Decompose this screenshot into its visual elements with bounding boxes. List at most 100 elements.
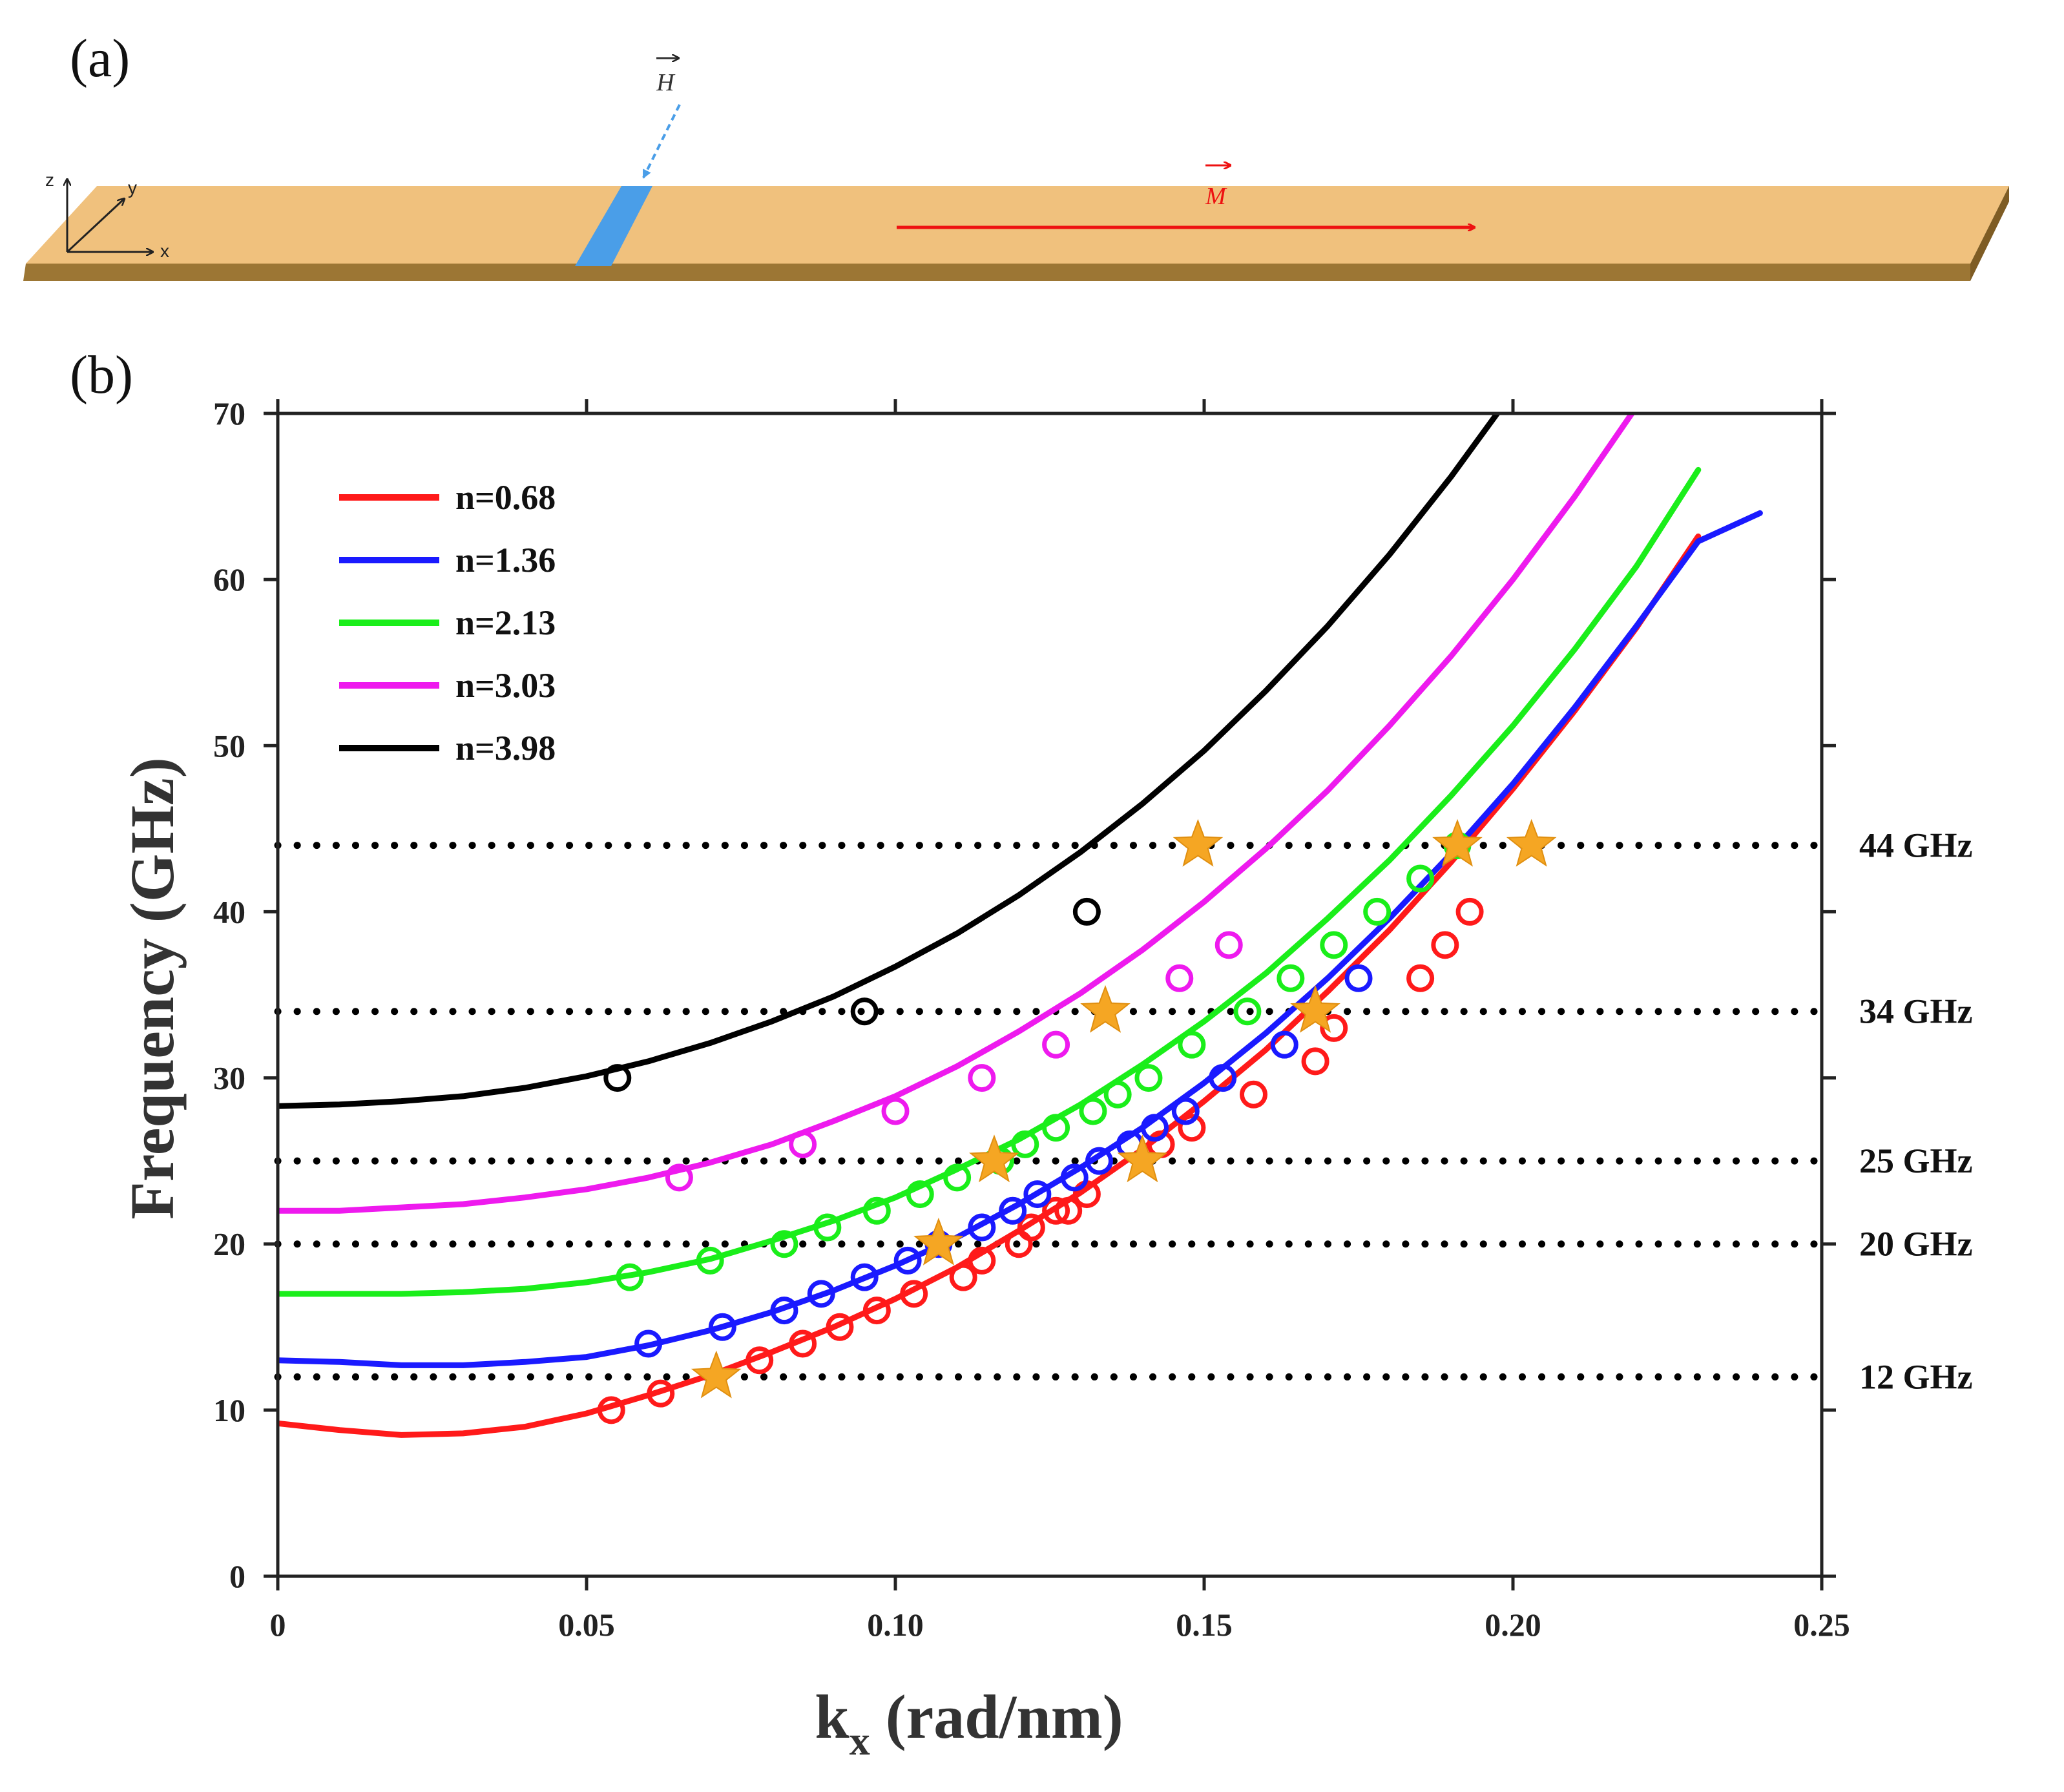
star-marker <box>1432 818 1483 867</box>
point-n-3-03 <box>968 1064 996 1092</box>
point-n-0-68 <box>1017 1213 1045 1242</box>
star-marker <box>1506 818 1557 867</box>
point-n-0-68 <box>597 1396 625 1424</box>
coordinate-axes: z y x <box>45 170 169 261</box>
point-n-0-68 <box>1301 1047 1329 1076</box>
panel-a-label: (a) <box>70 28 130 89</box>
point-n-2-13 <box>1079 1097 1107 1125</box>
curve-n-3-03 <box>278 413 1636 1214</box>
point-n-1-36 <box>634 1329 663 1358</box>
point-n-1-36 <box>968 1213 996 1242</box>
y-tick-label: 50 <box>213 727 245 764</box>
point-n-1-36 <box>1171 1097 1200 1125</box>
reference-label-25: 25 GHz <box>1859 1141 1972 1180</box>
star-marker <box>1080 985 1131 1033</box>
x-axis-title-main: k <box>815 1682 850 1751</box>
point-n-1-36 <box>1270 1030 1298 1059</box>
point-n-2-13 <box>862 1196 891 1225</box>
field-arrow <box>642 104 681 179</box>
point-n-2-13 <box>813 1213 842 1242</box>
strip-end-face <box>1970 186 2009 281</box>
point-n-2-13 <box>906 1180 934 1209</box>
point-n-2-13 <box>770 1230 798 1258</box>
legend-label-n-1-36: n=1.36 <box>455 541 556 579</box>
point-n-3-98 <box>1072 897 1101 926</box>
point-n-2-13 <box>1042 1114 1070 1142</box>
point-n-1-36 <box>1141 1114 1169 1142</box>
point-n-0-68 <box>789 1329 817 1358</box>
point-n-0-68 <box>1239 1080 1267 1109</box>
x-axis-title-subscript: x <box>850 1718 870 1764</box>
x-tick-label: 0.20 <box>1485 1607 1541 1643</box>
point-n-2-13 <box>1320 931 1348 959</box>
star-marker <box>1173 818 1224 867</box>
x-axis-title-unit: (rad/nm) <box>870 1682 1123 1751</box>
curve-n-1-36 <box>278 510 1763 1368</box>
legend-label-n-2-13: n=2.13 <box>455 603 556 642</box>
point-n-0-68 <box>1406 964 1435 992</box>
y-axis <box>66 199 124 253</box>
panel-b-label: (b) <box>70 345 133 405</box>
point-n-2-13 <box>943 1163 972 1192</box>
curve-n-3-98 <box>278 413 1501 1109</box>
star-marker <box>1290 985 1340 1033</box>
axis-ticks <box>264 399 1836 1590</box>
point-n-2-13 <box>1363 897 1392 926</box>
x-tick-label: 0.25 <box>1793 1607 1850 1643</box>
legend: n=0.68 n=1.36 n=2.13 n=3.03 n=3.98 <box>339 478 556 767</box>
point-n-0-68 <box>826 1313 854 1341</box>
strip-top-face <box>26 186 2009 264</box>
x-tick-labels: 0 0.05 0.10 0.15 0.20 0.25 <box>270 1607 1850 1643</box>
star-marker <box>913 1217 964 1266</box>
reference-label-34: 34 GHz <box>1859 992 1972 1031</box>
reference-lines <box>274 842 1826 1380</box>
x-tick-label: 0.05 <box>558 1607 615 1643</box>
point-n-2-13 <box>1277 964 1305 992</box>
dispersion-chart: 0 0.05 0.10 0.15 0.20 0.25 0 10 20 30 40 50 60 70 44… <box>118 395 1972 1764</box>
point-n-2-13 <box>616 1263 644 1291</box>
point-n-2-13 <box>1103 1080 1132 1109</box>
y-tick-label: 40 <box>213 893 245 930</box>
x-tick-label: 0.10 <box>867 1607 924 1643</box>
star-marker <box>1117 1134 1168 1183</box>
point-n-3-03 <box>1042 1030 1070 1059</box>
point-n-0-68 <box>900 1280 928 1308</box>
reference-label-20: 20 GHz <box>1859 1225 1972 1264</box>
x-tick-label: 0.15 <box>1176 1607 1233 1643</box>
point-n-1-36 <box>708 1313 736 1341</box>
point-n-1-36 <box>1085 1147 1113 1175</box>
point-n-0-68 <box>1054 1196 1083 1225</box>
y-tick-label: 30 <box>213 1060 245 1096</box>
point-n-3-03 <box>789 1130 817 1158</box>
star-markers <box>691 818 1557 1399</box>
point-n-2-13 <box>1406 864 1435 893</box>
point-n-1-36 <box>999 1196 1027 1225</box>
y-tick-label: 70 <box>213 395 245 432</box>
point-n-0-68 <box>745 1346 774 1375</box>
x-axis-title: kx (rad/nm) <box>815 1682 1123 1764</box>
point-n-2-13 <box>1178 1030 1206 1059</box>
point-n-1-36 <box>1060 1163 1089 1192</box>
point-n-0-68 <box>862 1297 891 1325</box>
legend-label-n-0-68: n=0.68 <box>455 478 556 517</box>
strip-front-face <box>23 264 1970 281</box>
panel-a: (a) H M z y x <box>23 28 2009 281</box>
point-n-1-36 <box>893 1246 922 1275</box>
point-n-3-03 <box>1165 964 1194 992</box>
panel-b: (b) 0 0.05 0.10 0.15 0.20 0.25 0 10 20 30 40 50 60 7… <box>70 345 1972 1764</box>
plot-frame <box>276 412 1824 1578</box>
reference-label-44: 44 GHz <box>1859 826 1972 865</box>
magnetization-label: M <box>1205 183 1227 210</box>
legend-label-n-3-03: n=3.03 <box>455 666 556 705</box>
point-n-2-13 <box>1134 1064 1163 1092</box>
point-n-0-68 <box>1178 1114 1206 1142</box>
star-marker <box>691 1350 742 1399</box>
antenna <box>575 186 652 266</box>
x-tick-label: 0 <box>270 1607 286 1643</box>
point-n-3-03 <box>1214 931 1243 959</box>
point-n-3-98 <box>603 1064 632 1092</box>
point-n-0-68 <box>1042 1196 1070 1225</box>
reference-line-labels: 44 GHz 34 GHz 25 GHz 20 GHz 12 GHz <box>1859 826 1972 1397</box>
point-n-1-36 <box>1023 1180 1052 1209</box>
